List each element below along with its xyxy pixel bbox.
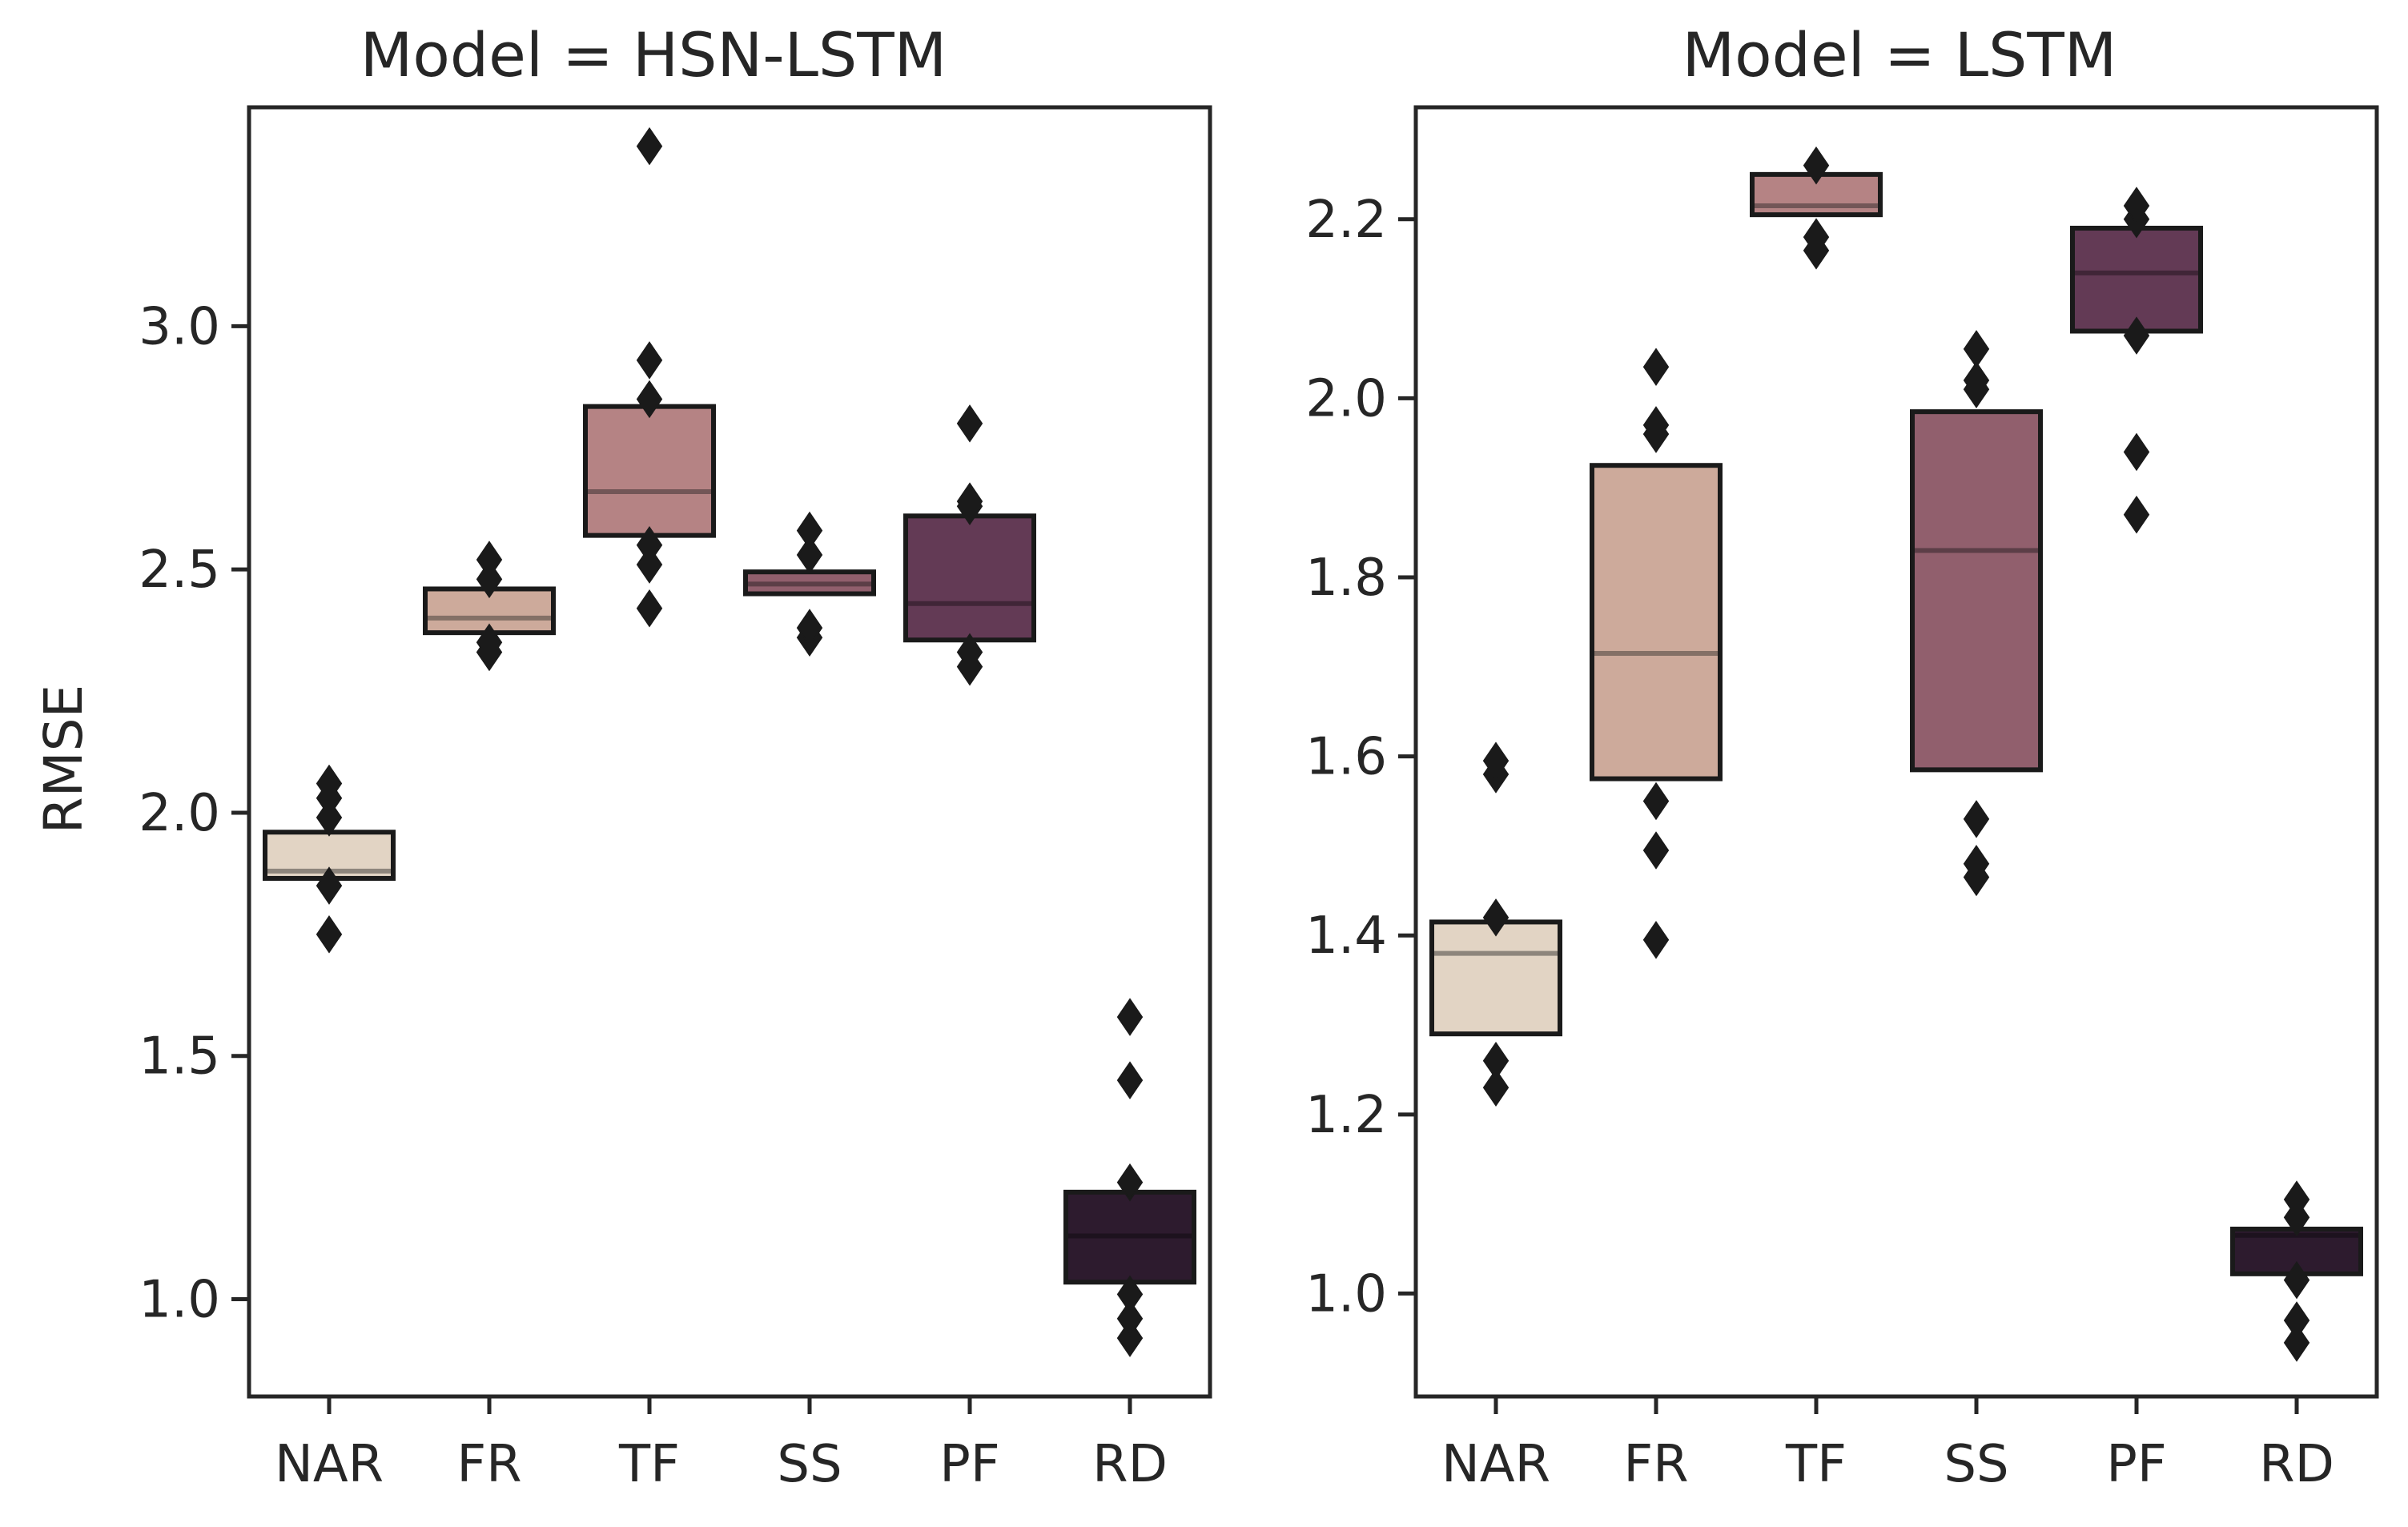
y-tick-label: 1.4 [1305, 906, 1387, 966]
x-tick-label: NAR [275, 1435, 384, 1494]
box [1910, 409, 2043, 773]
x-tick-label: SS [777, 1435, 842, 1494]
y-tick-label: 2.5 [139, 540, 220, 600]
panel-title: Model = HSN-LSTM [360, 19, 947, 90]
y-axis-label: RMSE [33, 685, 94, 834]
outlier-point [316, 798, 343, 837]
outlier-point [636, 526, 663, 565]
outlier-point [796, 609, 823, 647]
y-tick-label: 2.2 [1305, 191, 1387, 250]
x-tick-label: PF [2106, 1435, 2166, 1494]
y-tick-label: 1.8 [1305, 549, 1387, 608]
outlier-point [1482, 898, 1510, 937]
outlier-point [476, 540, 503, 579]
outlier-point [1482, 1041, 1510, 1080]
outlier-point [956, 482, 983, 520]
x-ticks: NAR FR TF SS PF RD [275, 1396, 1168, 1494]
outlier-point [2283, 1260, 2310, 1300]
outlier-point [316, 866, 343, 905]
outlier-point [636, 589, 663, 628]
outlier-point [2123, 432, 2150, 472]
boxes [263, 127, 1196, 1357]
outlier-point [1116, 1319, 1144, 1357]
outlier-point [1963, 361, 1990, 400]
x-tick-label: NAR [1441, 1435, 1550, 1494]
outlier-point [796, 536, 823, 574]
outlier-point [1116, 1163, 1144, 1202]
x-tick-label: PF [939, 1435, 999, 1494]
outlier-point [2123, 187, 2150, 225]
outlier-point [1116, 1275, 1144, 1314]
panel-hsn-lstm: Model = HSN-LSTM RMSE 1.0 1.5 2.0 2.5 3.0 NA… [33, 19, 1212, 1494]
outlier-point [1803, 146, 1830, 185]
outlier-point [1963, 844, 1990, 883]
outlier-point [1803, 218, 1830, 256]
outlier-point [476, 560, 503, 599]
outlier-point [1482, 1068, 1510, 1107]
box [1590, 463, 1723, 782]
x-tick-label: FR [456, 1435, 521, 1494]
outlier-point [1116, 1300, 1144, 1338]
outlier-point [636, 341, 663, 380]
outlier-point [956, 404, 983, 443]
x-tick-label: TF [1785, 1435, 1847, 1494]
y-tick-label: 2.0 [1305, 369, 1387, 428]
outlier-point [1963, 800, 1990, 838]
x-tick-label: RD [2259, 1435, 2334, 1494]
y-tick-label: 1.5 [139, 1027, 220, 1087]
box [903, 513, 1036, 643]
outlier-point [636, 545, 663, 584]
axes-frame [1413, 105, 2379, 1399]
outlier-point [1642, 406, 1670, 444]
outlier-point [1642, 921, 1670, 959]
y-tick-label: 1.6 [1305, 728, 1387, 787]
box [1429, 919, 1562, 1037]
outlier-point [796, 511, 823, 550]
y-ticks: 1.0 1.5 2.0 2.5 3.0 [139, 297, 249, 1329]
outlier-point [1642, 831, 1670, 870]
outlier-point [2283, 1301, 2310, 1340]
box [2070, 225, 2203, 334]
outlier-point [1116, 998, 1144, 1036]
outlier-point [316, 764, 343, 803]
x-tick-label: RD [1092, 1435, 1168, 1494]
outlier-point [316, 915, 343, 954]
x-tick-label: SS [1944, 1435, 2008, 1494]
outlier-point [636, 380, 663, 419]
y-tick-label: 3.0 [139, 297, 220, 356]
outlier-point [2123, 316, 2150, 355]
outlier-point [1963, 330, 1990, 368]
x-tick-label: FR [1623, 1435, 1688, 1494]
outlier-point [1642, 782, 1670, 821]
outlier-point [956, 633, 983, 672]
outlier-point [1482, 741, 1510, 780]
panel-title: Model = LSTM [1682, 19, 2117, 90]
x-ticks: NAR FR TF SS PF RD [1441, 1396, 2334, 1494]
axes-frame [247, 105, 1212, 1399]
x-tick-label: TF [618, 1435, 680, 1494]
outlier-point [2123, 495, 2150, 534]
outlier-point [1116, 1061, 1144, 1099]
y-tick-label: 1.2 [1305, 1086, 1387, 1145]
outlier-point [1642, 348, 1670, 387]
boxes [1429, 146, 2363, 1362]
panel-lstm: Model = LSTM 1.0 1.2 1.4 1.6 1.8 2.0 2.2 NAR FR… [1305, 19, 2379, 1494]
box [583, 404, 716, 538]
outlier-point [636, 127, 663, 166]
outlier-point [2283, 1324, 2310, 1362]
outlier-point [476, 623, 503, 662]
y-tick-label: 1.0 [1305, 1264, 1387, 1324]
outlier-point [2283, 1180, 2310, 1219]
y-tick-label: 1.0 [139, 1270, 220, 1329]
y-tick-label: 2.0 [139, 784, 220, 843]
y-ticks: 1.0 1.2 1.4 1.6 1.8 2.0 2.2 [1305, 191, 1416, 1324]
